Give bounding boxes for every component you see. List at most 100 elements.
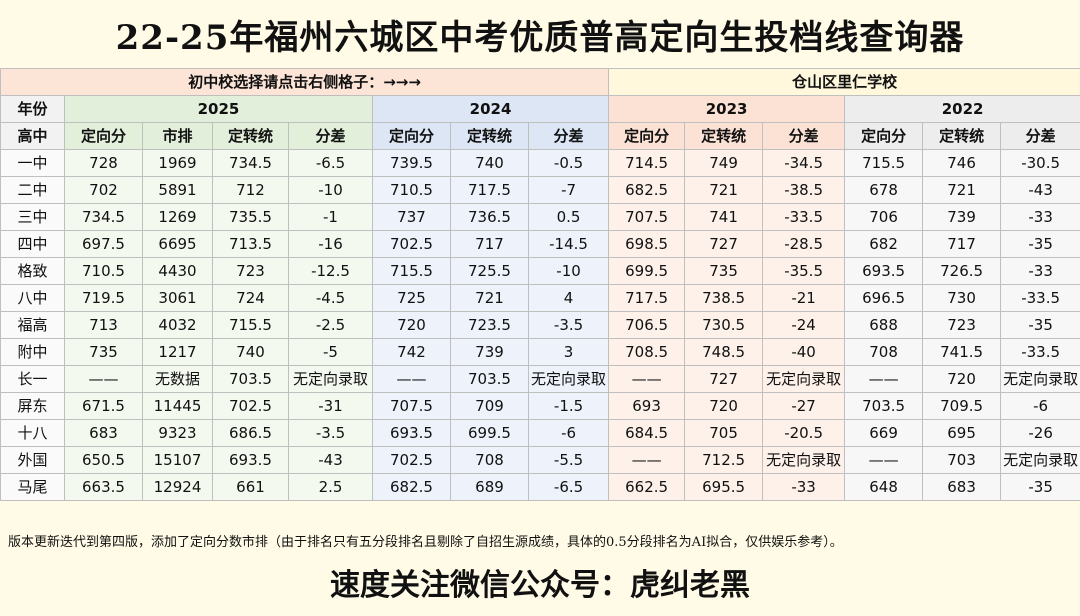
- school-column-header: 高中: [0, 122, 65, 150]
- table-cell: -6.5: [527, 473, 610, 501]
- table-cell: 734.5: [64, 203, 143, 231]
- table-cell: 737: [372, 203, 451, 231]
- table-cell: -1: [288, 203, 373, 231]
- table-cell: 740: [212, 338, 289, 366]
- table-cell: -21: [762, 284, 846, 312]
- table-cell: 683: [64, 419, 143, 447]
- year-label: 年份: [0, 95, 65, 123]
- table-cell: 725.5: [450, 257, 529, 285]
- table-row: 三中 734.5 1269 735.5 -1 737 736.5 0.5 707.5 741 -33…: [0, 203, 1080, 231]
- table-cell: 723: [922, 311, 1002, 339]
- table-cell: 706: [844, 203, 924, 231]
- table-cell: 728: [64, 149, 143, 177]
- page-title: 22-25年福州六城区中考优质普高定向生投档线查询器: [0, 0, 1080, 69]
- table-body: 一中 728 1969 734.5 -6.5 739.5 740 -0.5 714.5 749 -3…: [0, 149, 1080, 501]
- table-cell: 715.5: [212, 311, 289, 339]
- column-header-row: 高中 定向分 市排 定转统 分差 定向分 定转统 分差 定向分 定转统 分差 定…: [0, 122, 1080, 150]
- table-cell: -33: [1000, 257, 1080, 285]
- table-cell: 712.5: [684, 446, 764, 474]
- table-row: 十八 683 9323 686.5 -3.5 693.5 699.5 -6 684.5 705 -2…: [0, 419, 1080, 447]
- table-cell: 740: [450, 149, 529, 177]
- column-header: 定转统: [684, 122, 764, 150]
- table-cell: 648: [844, 473, 924, 501]
- table-cell: 741: [684, 203, 764, 231]
- table-cell: 6695: [142, 230, 213, 258]
- table-cell: -38.5: [762, 176, 846, 204]
- table-cell: 746: [922, 149, 1002, 177]
- table-cell: 1217: [142, 338, 213, 366]
- table-cell: -10: [527, 257, 610, 285]
- table-cell: 739.5: [372, 149, 451, 177]
- table-cell: -14.5: [527, 230, 610, 258]
- table-cell: 689: [450, 473, 529, 501]
- table-cell: 727: [684, 365, 764, 393]
- table-cell: -0.5: [527, 149, 610, 177]
- table-cell: -20.5: [762, 419, 846, 447]
- table-cell: 705: [684, 419, 764, 447]
- table-cell: 715.5: [372, 257, 451, 285]
- column-header: 定转统: [212, 122, 289, 150]
- table-cell: -2.5: [288, 311, 373, 339]
- table-cell: ——: [844, 365, 924, 393]
- table-cell: 684.5: [608, 419, 686, 447]
- table-cell: 2.5: [288, 473, 373, 501]
- table-cell: 708.5: [608, 338, 686, 366]
- table-cell: 702.5: [212, 392, 289, 420]
- table-cell: 708: [450, 446, 529, 474]
- table-cell: 3061: [142, 284, 213, 312]
- column-header: 定向分: [844, 122, 924, 150]
- table-cell: -30.5: [1000, 149, 1080, 177]
- table-cell: 678: [844, 176, 924, 204]
- table-row: 八中 719.5 3061 724 -4.5 725 721 4 717.5 738.5 -21 69…: [0, 284, 1080, 312]
- table-cell: 1969: [142, 149, 213, 177]
- table-cell: 707.5: [372, 392, 451, 420]
- column-header: 定转统: [922, 122, 1002, 150]
- table-cell: 9323: [142, 419, 213, 447]
- table-cell: 699.5: [450, 419, 529, 447]
- table-cell: 699.5: [608, 257, 686, 285]
- table-cell: 735: [64, 338, 143, 366]
- table-cell: 708: [844, 338, 924, 366]
- table-cell: 697.5: [64, 230, 143, 258]
- table-cell: 662.5: [608, 473, 686, 501]
- table-cell: 710.5: [372, 176, 451, 204]
- school-name-cell: 十八: [0, 419, 65, 447]
- table-cell: 706.5: [608, 311, 686, 339]
- table-cell: 702: [64, 176, 143, 204]
- table-cell: 663.5: [64, 473, 143, 501]
- school-name-cell: 福高: [0, 311, 65, 339]
- table-row: 马尾 663.5 12924 661 2.5 682.5 689 -6.5 662.5 695.5…: [0, 473, 1080, 501]
- table-cell: 717.5: [450, 176, 529, 204]
- school-name-cell: 四中: [0, 230, 65, 258]
- table-cell: 721: [922, 176, 1002, 204]
- table-cell: 686.5: [212, 419, 289, 447]
- table-cell: -33.5: [1000, 284, 1080, 312]
- table-cell: 无定向录取: [762, 446, 846, 474]
- school-name-cell: 屏东: [0, 392, 65, 420]
- table-cell: 717: [922, 230, 1002, 258]
- year-2024-header: 2024: [371, 95, 610, 123]
- table-cell: 720: [684, 392, 764, 420]
- table-cell: 703.5: [844, 392, 924, 420]
- table-row: 一中 728 1969 734.5 -6.5 739.5 740 -0.5 714.5 749 -3…: [0, 149, 1080, 177]
- table-cell: 717: [450, 230, 529, 258]
- table-cell: -35: [1000, 473, 1080, 501]
- school-selector-cell[interactable]: 仓山区里仁学校: [608, 68, 1080, 96]
- table-cell: 719.5: [64, 284, 143, 312]
- year-2022-header: 2022: [844, 95, 1080, 123]
- table-cell: 661: [212, 473, 289, 501]
- table-cell: 724: [212, 284, 289, 312]
- table-cell: 15107: [142, 446, 213, 474]
- table-cell: 693.5: [372, 419, 451, 447]
- table-cell: -6: [1000, 392, 1080, 420]
- table-cell: -33.5: [762, 203, 846, 231]
- table-cell: 712: [212, 176, 289, 204]
- table-cell: ——: [64, 365, 143, 393]
- table-cell: 720: [372, 311, 451, 339]
- banner-row: 初中校选择请点击右侧格子：→→→ 仓山区里仁学校: [0, 68, 1080, 96]
- column-header: 分差: [1000, 122, 1080, 150]
- table-cell: 703: [922, 446, 1002, 474]
- table-cell: 5891: [142, 176, 213, 204]
- table-cell: 682.5: [608, 176, 686, 204]
- column-header: 分差: [527, 122, 610, 150]
